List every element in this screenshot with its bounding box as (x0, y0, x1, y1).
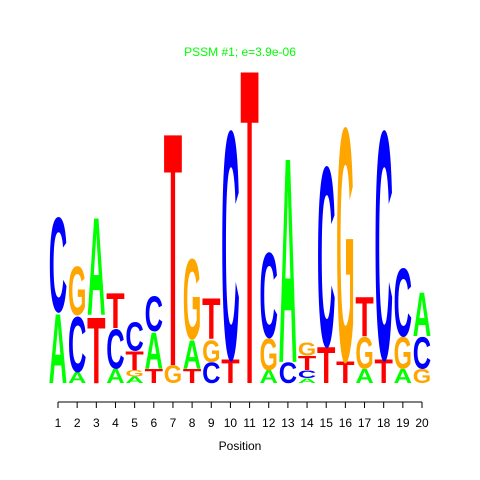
logo-letter: A (183, 332, 201, 378)
logo-letter: A (413, 279, 431, 350)
x-tick-label: 16 (339, 416, 353, 430)
x-tick-label: 9 (208, 416, 215, 430)
logo-letter: G (413, 365, 431, 388)
x-tick-label: 3 (93, 416, 100, 430)
logo-letter: A (106, 364, 125, 387)
logo-letter: C (106, 318, 124, 381)
logo-letter: A (87, 190, 105, 346)
logo-letter: T (317, 337, 335, 394)
logo-letter: T (106, 283, 124, 339)
logo-letter: G (298, 340, 316, 360)
logo-letter: A (125, 375, 144, 385)
logo-letter: A (279, 97, 297, 425)
logo-letter: C (394, 250, 412, 358)
logo-letter: C (317, 112, 335, 401)
logo-letter: G (164, 361, 182, 389)
logo-letter: G (355, 327, 373, 378)
logo-letter: G (260, 329, 278, 380)
logo-letter: A (355, 364, 374, 387)
logo-letter: T (183, 366, 202, 388)
logo-letter: T (336, 354, 355, 390)
logo-letter: C (68, 302, 86, 389)
x-tick-label: 5 (131, 416, 138, 430)
x-tick-label: 8 (189, 416, 196, 430)
logo-letter: T (164, 64, 182, 437)
logo-letter: A (68, 370, 86, 387)
x-axis-label: Position (219, 439, 262, 453)
logo-letter: C (298, 368, 316, 381)
logo-letter: C (221, 64, 239, 429)
logo-letter: C (125, 315, 143, 361)
logo-letter: C (279, 356, 298, 389)
logo-letter: T (355, 285, 374, 349)
x-tick-label: 12 (262, 416, 276, 430)
x-tick-label: 13 (281, 416, 295, 430)
logo-letter: C (145, 287, 163, 342)
logo-letter: G (125, 368, 143, 378)
logo-letter: C (413, 328, 431, 379)
chart-title: PSSM #1; e=3.9e-06 (184, 45, 296, 59)
logo-letter: A (394, 364, 413, 387)
logo-letter: C (49, 189, 67, 340)
logo-letter: T (221, 352, 240, 390)
logo-letter: T (202, 286, 220, 351)
logo-letter: G (68, 253, 86, 331)
logo-letter: C (202, 356, 221, 389)
x-tick-label: 14 (300, 416, 314, 430)
x-tick-label: 6 (150, 416, 157, 430)
logo-letter: T (145, 366, 164, 388)
x-tick-label: 15 (320, 416, 334, 430)
x-tick-label: 7 (170, 416, 177, 430)
logo-letter: T (240, 0, 258, 479)
x-tick-label: 2 (74, 416, 81, 430)
x-tick-label: 10 (224, 416, 238, 430)
logo-letter: G (183, 235, 201, 364)
logo-letter: A (298, 377, 316, 385)
x-tick-label: 17 (358, 416, 372, 430)
logo-letter: C (374, 64, 392, 429)
logo-letter: A (49, 294, 67, 405)
logo-letter: G (336, 60, 354, 432)
logo-letter: G (202, 334, 220, 369)
logo-letter: T (87, 297, 105, 403)
x-tick-label: 11 (243, 416, 256, 430)
logo-letter: A (145, 321, 163, 379)
logo-letter: G (394, 327, 412, 378)
x-tick-label: 1 (55, 416, 62, 430)
x-tick-label: 4 (112, 416, 119, 430)
x-tick-label: 18 (377, 416, 391, 430)
logo-letter: C (260, 227, 278, 364)
logo-letter: T (298, 353, 317, 375)
x-tick-label: 19 (396, 416, 410, 430)
logo-letter: T (125, 346, 144, 376)
logo-letter: T (374, 352, 393, 390)
x-tick-label: 20 (415, 416, 429, 430)
logo-letter: A (260, 367, 278, 387)
